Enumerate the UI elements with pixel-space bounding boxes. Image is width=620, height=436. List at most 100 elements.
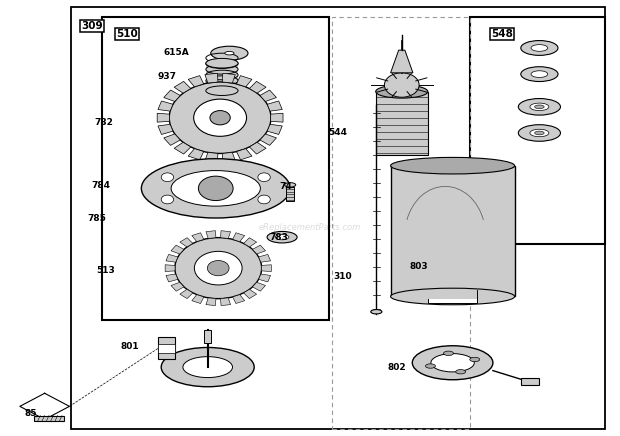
Text: 937: 937 — [157, 72, 177, 81]
Polygon shape — [165, 265, 175, 272]
Bar — [204, 330, 211, 343]
Ellipse shape — [171, 170, 260, 206]
Polygon shape — [192, 233, 204, 242]
Circle shape — [210, 111, 230, 125]
Polygon shape — [188, 149, 204, 160]
Polygon shape — [252, 245, 265, 254]
Bar — [286, 187, 294, 201]
Ellipse shape — [371, 310, 382, 314]
Bar — [428, 290, 477, 303]
Ellipse shape — [531, 71, 548, 78]
Polygon shape — [259, 274, 270, 282]
Ellipse shape — [285, 183, 296, 187]
Polygon shape — [249, 82, 266, 93]
Polygon shape — [244, 238, 257, 247]
Bar — [391, 166, 515, 296]
Circle shape — [258, 195, 270, 204]
Ellipse shape — [376, 85, 428, 98]
Circle shape — [169, 82, 271, 153]
Polygon shape — [166, 254, 178, 262]
Ellipse shape — [443, 351, 453, 355]
Text: 309: 309 — [81, 21, 102, 31]
Ellipse shape — [456, 370, 466, 374]
Ellipse shape — [267, 232, 297, 243]
Polygon shape — [271, 113, 283, 122]
Text: 548: 548 — [491, 29, 513, 39]
Bar — [376, 92, 428, 155]
Polygon shape — [252, 282, 265, 291]
Text: 801: 801 — [121, 342, 140, 351]
Ellipse shape — [530, 129, 549, 137]
Circle shape — [175, 238, 262, 299]
Ellipse shape — [224, 51, 234, 55]
Text: 310: 310 — [334, 272, 352, 281]
Ellipse shape — [531, 44, 548, 51]
Bar — [102, 17, 329, 320]
Ellipse shape — [275, 235, 289, 240]
Circle shape — [161, 173, 174, 182]
Bar — [470, 17, 604, 244]
Circle shape — [207, 261, 229, 276]
Text: 544: 544 — [328, 129, 347, 137]
Polygon shape — [249, 142, 266, 154]
Polygon shape — [267, 124, 282, 134]
Polygon shape — [205, 73, 218, 83]
Polygon shape — [171, 245, 184, 254]
Polygon shape — [206, 231, 216, 238]
Bar — [158, 344, 175, 353]
Ellipse shape — [141, 159, 290, 218]
Polygon shape — [223, 73, 236, 83]
Bar — [428, 290, 477, 299]
Ellipse shape — [391, 157, 515, 174]
Ellipse shape — [470, 357, 480, 361]
Polygon shape — [221, 231, 231, 238]
Text: 803: 803 — [409, 262, 428, 271]
Text: 785: 785 — [88, 215, 107, 223]
Text: eReplacementParts.com: eReplacementParts.com — [259, 223, 361, 232]
Bar — [34, 416, 64, 421]
Circle shape — [194, 251, 242, 285]
Ellipse shape — [534, 131, 544, 135]
Bar — [332, 17, 470, 429]
Polygon shape — [206, 298, 216, 306]
Ellipse shape — [431, 354, 474, 372]
Text: 782: 782 — [94, 118, 113, 126]
Polygon shape — [171, 282, 184, 291]
Polygon shape — [180, 238, 193, 247]
Ellipse shape — [518, 99, 560, 115]
Ellipse shape — [183, 357, 232, 378]
Ellipse shape — [518, 125, 560, 141]
Text: 74: 74 — [279, 182, 292, 191]
Polygon shape — [236, 149, 252, 160]
Ellipse shape — [391, 288, 515, 305]
Ellipse shape — [412, 346, 493, 380]
Text: 802: 802 — [388, 363, 406, 371]
Polygon shape — [166, 274, 178, 282]
Polygon shape — [232, 295, 245, 303]
Text: 615A: 615A — [163, 48, 189, 57]
Ellipse shape — [530, 103, 549, 111]
Bar — [158, 337, 175, 359]
Ellipse shape — [161, 347, 254, 387]
Polygon shape — [244, 290, 257, 299]
Ellipse shape — [206, 58, 238, 68]
Polygon shape — [164, 134, 180, 145]
Polygon shape — [158, 124, 173, 134]
Polygon shape — [164, 90, 180, 102]
Bar — [521, 378, 539, 385]
Circle shape — [193, 99, 247, 136]
Circle shape — [198, 176, 233, 201]
Polygon shape — [180, 290, 193, 299]
Polygon shape — [174, 82, 191, 93]
Polygon shape — [267, 101, 282, 111]
Polygon shape — [192, 295, 204, 303]
Ellipse shape — [534, 105, 544, 109]
Polygon shape — [174, 142, 191, 154]
Polygon shape — [260, 90, 277, 102]
Ellipse shape — [211, 46, 248, 60]
Text: 513: 513 — [96, 266, 115, 275]
Polygon shape — [259, 254, 270, 262]
Polygon shape — [157, 113, 169, 122]
Polygon shape — [223, 153, 236, 162]
Polygon shape — [262, 265, 272, 272]
